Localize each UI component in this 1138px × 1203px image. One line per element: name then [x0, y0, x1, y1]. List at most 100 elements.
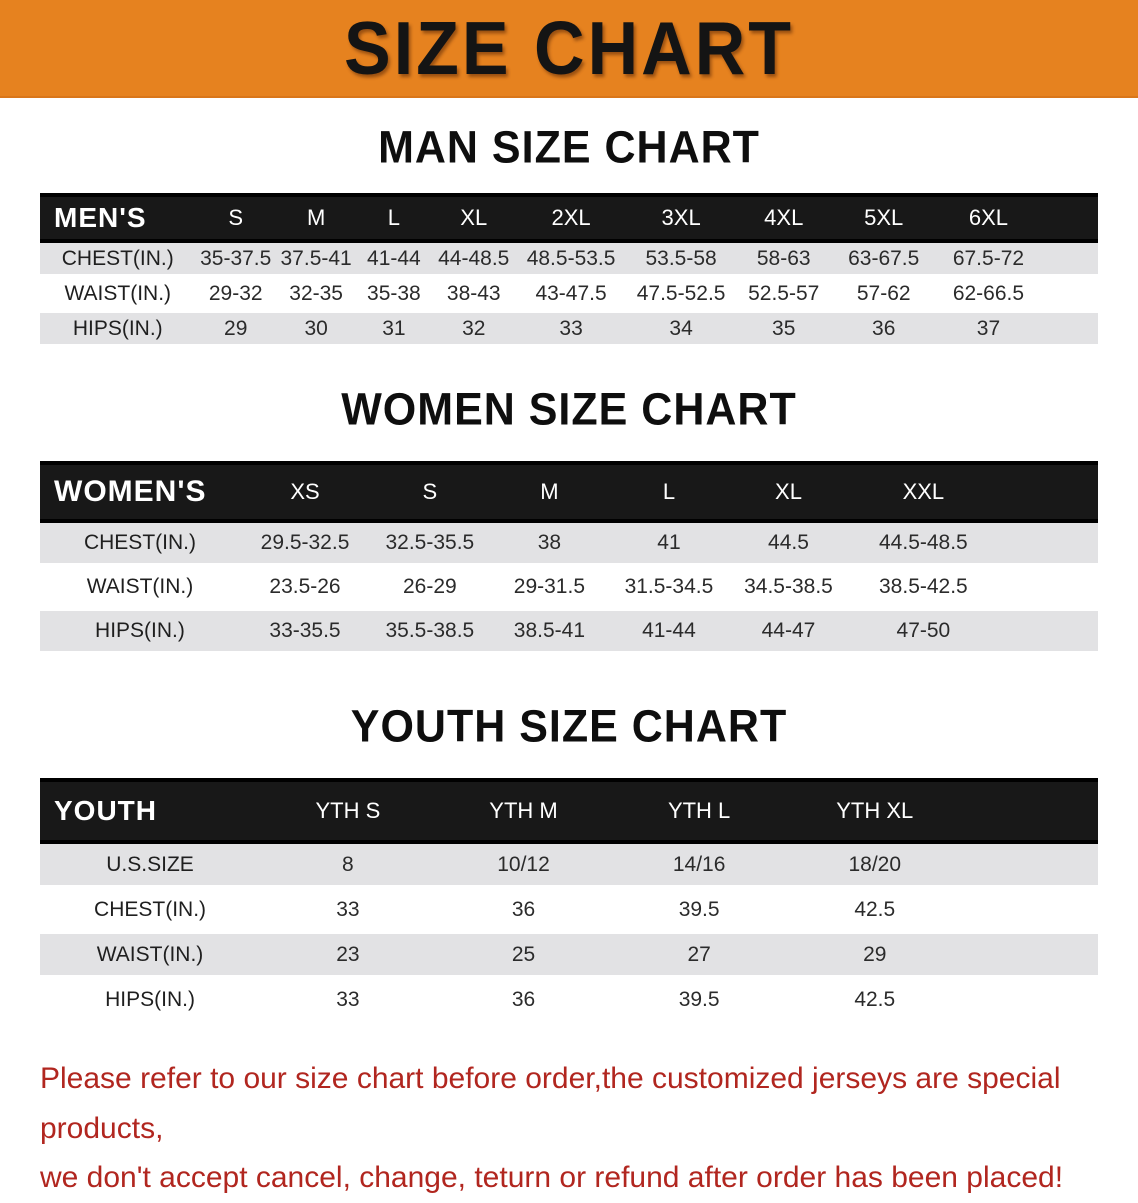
row-label: HIPS(IN.)	[40, 977, 261, 1024]
size-column-header: XL	[431, 193, 517, 243]
cell-filler	[1040, 311, 1098, 348]
size-cell: 10/12	[435, 842, 612, 889]
size-column-header: YTH XL	[786, 778, 963, 844]
size-cell: 62-66.5	[936, 276, 1041, 313]
size-cell: 30	[275, 311, 357, 348]
size-cell: 37.5-41	[275, 241, 357, 278]
size-column-header: M	[489, 461, 610, 523]
size-cell: 26-29	[370, 565, 490, 611]
size-cell: 25	[435, 932, 612, 979]
size-column-header: XXL	[848, 461, 999, 523]
disclaimer-text: Please refer to our size chart before or…	[40, 1054, 1098, 1203]
size-cell: 33	[260, 887, 436, 934]
row-label: CHEST(IN.)	[40, 521, 240, 567]
size-cell: 32-35	[275, 276, 357, 313]
cell-filler	[998, 521, 1098, 567]
table-row: WAIST(IN.) 23 25 27 29	[40, 932, 1098, 979]
size-cell: 35-37.5	[195, 241, 276, 278]
size-column-header: YTH M	[435, 778, 612, 844]
table-row: U.S.SIZE 8 10/12 14/16 18/20	[40, 842, 1098, 889]
table-corner-label: YOUTH	[40, 778, 261, 844]
size-cell: 39.5	[611, 977, 787, 1024]
women-section-heading: WOMEN SIZE CHART	[341, 384, 797, 436]
cell-filler	[962, 977, 1098, 1024]
size-cell: 35.5-38.5	[370, 609, 490, 655]
size-cell: 44.5	[728, 521, 849, 567]
men-section: MAN SIZE CHART MEN'S S M L XL 2XL 3XL 4XL 5XL 6XL…	[0, 122, 1138, 348]
men-size-table: MEN'S S M L XL 2XL 3XL 4XL 5XL 6XL CHEST(IN.) 35-37…	[40, 193, 1098, 348]
women-section: WOMEN SIZE CHART WOMEN'S XS S M L XL XXL CHEST(…	[0, 384, 1138, 655]
header-filler	[1040, 193, 1098, 243]
size-column-header: L	[356, 193, 432, 243]
size-cell: 14/16	[611, 842, 787, 889]
size-column-header: M	[275, 193, 357, 243]
cell-filler	[962, 932, 1098, 979]
size-cell: 35-38	[356, 276, 432, 313]
size-cell: 47.5-52.5	[626, 276, 737, 313]
size-cell: 29-32	[195, 276, 276, 313]
cell-filler	[962, 887, 1098, 934]
size-cell: 34	[626, 311, 737, 348]
size-cell: 36	[435, 977, 612, 1024]
size-cell: 53.5-58	[626, 241, 737, 278]
size-cell: 63-67.5	[831, 241, 937, 278]
table-row: WAIST(IN.) 23.5-26 26-29 29-31.5 31.5-34.5 34…	[40, 565, 1098, 611]
size-cell: 37	[936, 311, 1041, 348]
size-column-header: L	[609, 461, 729, 523]
women-size-table: WOMEN'S XS S M L XL XXL CHEST(IN.) 29.5-32.5 32.5…	[40, 461, 1098, 655]
disclaimer-line2: we don't accept cancel, change, teturn o…	[40, 1161, 1064, 1194]
size-column-header: YTH S	[260, 778, 436, 844]
size-cell: 41	[609, 521, 729, 567]
row-label: WAIST(IN.)	[40, 565, 240, 611]
size-cell: 23	[260, 932, 436, 979]
cell-filler	[998, 609, 1098, 655]
row-label: HIPS(IN.)	[40, 609, 240, 655]
size-cell: 33	[260, 977, 436, 1024]
table-corner-label: WOMEN'S	[40, 461, 240, 523]
size-cell: 67.5-72	[936, 241, 1041, 278]
size-cell: 29	[195, 311, 276, 348]
row-label: CHEST(IN.)	[40, 241, 196, 278]
size-cell: 23.5-26	[239, 565, 371, 611]
size-cell: 44-47	[728, 609, 849, 655]
size-cell: 33-35.5	[239, 609, 371, 655]
size-cell: 42.5	[786, 977, 963, 1024]
size-cell: 18/20	[786, 842, 963, 889]
size-column-header: XL	[728, 461, 849, 523]
size-cell: 58-63	[736, 241, 832, 278]
size-cell: 39.5	[611, 887, 787, 934]
size-cell: 41-44	[356, 241, 432, 278]
size-column-header: 4XL	[736, 193, 832, 243]
cell-filler	[962, 842, 1098, 889]
size-cell: 8	[260, 842, 436, 889]
size-cell: 31.5-34.5	[609, 565, 729, 611]
size-cell: 34.5-38.5	[728, 565, 849, 611]
disclaimer-line1: Please refer to our size chart before or…	[40, 1062, 1061, 1145]
size-table-header-row: YOUTH YTH S YTH M YTH L YTH XL	[40, 778, 1098, 844]
size-cell: 42.5	[786, 887, 963, 934]
size-column-header: S	[195, 193, 276, 243]
size-cell: 32	[431, 311, 517, 348]
size-column-header: 5XL	[831, 193, 937, 243]
youth-section-heading: YOUTH SIZE CHART	[350, 701, 788, 753]
size-column-header: S	[370, 461, 490, 523]
table-row: CHEST(IN.) 33 36 39.5 42.5	[40, 887, 1098, 934]
size-column-header: XS	[239, 461, 371, 523]
size-cell: 27	[611, 932, 787, 979]
men-section-heading: MAN SIZE CHART	[378, 122, 760, 174]
cell-filler	[998, 565, 1098, 611]
table-row: HIPS(IN.) 33 36 39.5 42.5	[40, 977, 1098, 1024]
size-chart-banner: SIZE CHART	[0, 0, 1138, 98]
size-column-header: 3XL	[626, 193, 737, 243]
size-column-header: YTH L	[611, 778, 787, 844]
size-cell: 29-31.5	[489, 565, 610, 611]
row-label: WAIST(IN.)	[40, 932, 261, 979]
youth-size-table: YOUTH YTH S YTH M YTH L YTH XL U.S.SIZE 8 10/12…	[40, 778, 1098, 1024]
size-cell: 41-44	[609, 609, 729, 655]
size-cell: 47-50	[848, 609, 999, 655]
table-corner-label: MEN'S	[40, 193, 196, 243]
size-cell: 52.5-57	[736, 276, 832, 313]
size-cell: 38-43	[431, 276, 517, 313]
size-cell: 35	[736, 311, 832, 348]
header-filler	[962, 778, 1098, 844]
